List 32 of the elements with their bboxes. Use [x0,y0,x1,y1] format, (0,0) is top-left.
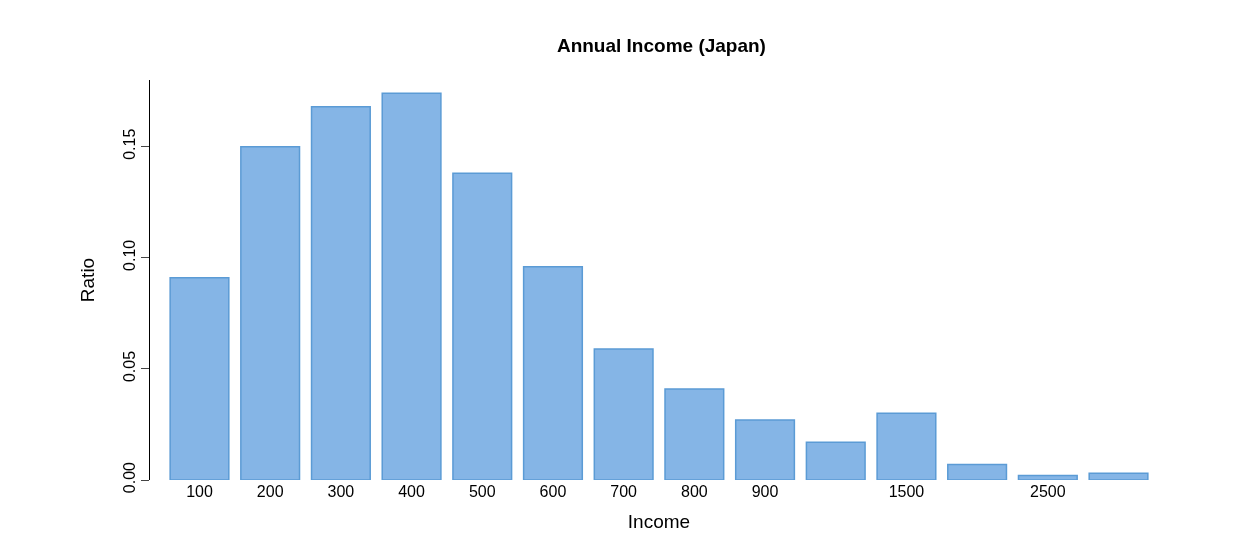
y-tick-label: 0.00 [120,461,138,494]
x-tick-label: 800 [681,483,708,500]
x-tick-label: 400 [398,483,426,500]
y-tick-label: 0.10 [120,239,138,271]
x-tick-label: 700 [610,483,638,500]
bar [593,348,654,480]
y-tick-label: 0.15 [120,128,138,160]
y-tick-label: 0.05 [120,350,138,383]
x-tick-label: 500 [468,483,496,500]
x-tick-label: 200 [256,483,284,500]
bar [947,463,1008,480]
x-tick-label: 300 [327,483,355,500]
bar [664,388,725,480]
y-axis-title: Ratio [77,257,99,303]
bar [522,265,584,480]
bar [805,441,866,480]
x-tick-label: 900 [751,483,779,500]
bar [734,419,796,480]
x-axis-title: Income [627,510,691,532]
bar [452,172,513,480]
bar [1088,472,1149,480]
x-tick-label: 2500 [1030,483,1066,500]
x-tick-label: 600 [539,483,567,500]
bar [876,412,937,480]
x-tick-label: 100 [186,483,213,500]
bar [1017,474,1078,480]
bar [310,105,371,480]
chart-title: Annual Income (Japan) [556,34,766,56]
x-tick-label: 1500 [888,483,925,500]
bar [240,145,301,480]
bar [381,92,442,480]
bar [169,277,230,480]
